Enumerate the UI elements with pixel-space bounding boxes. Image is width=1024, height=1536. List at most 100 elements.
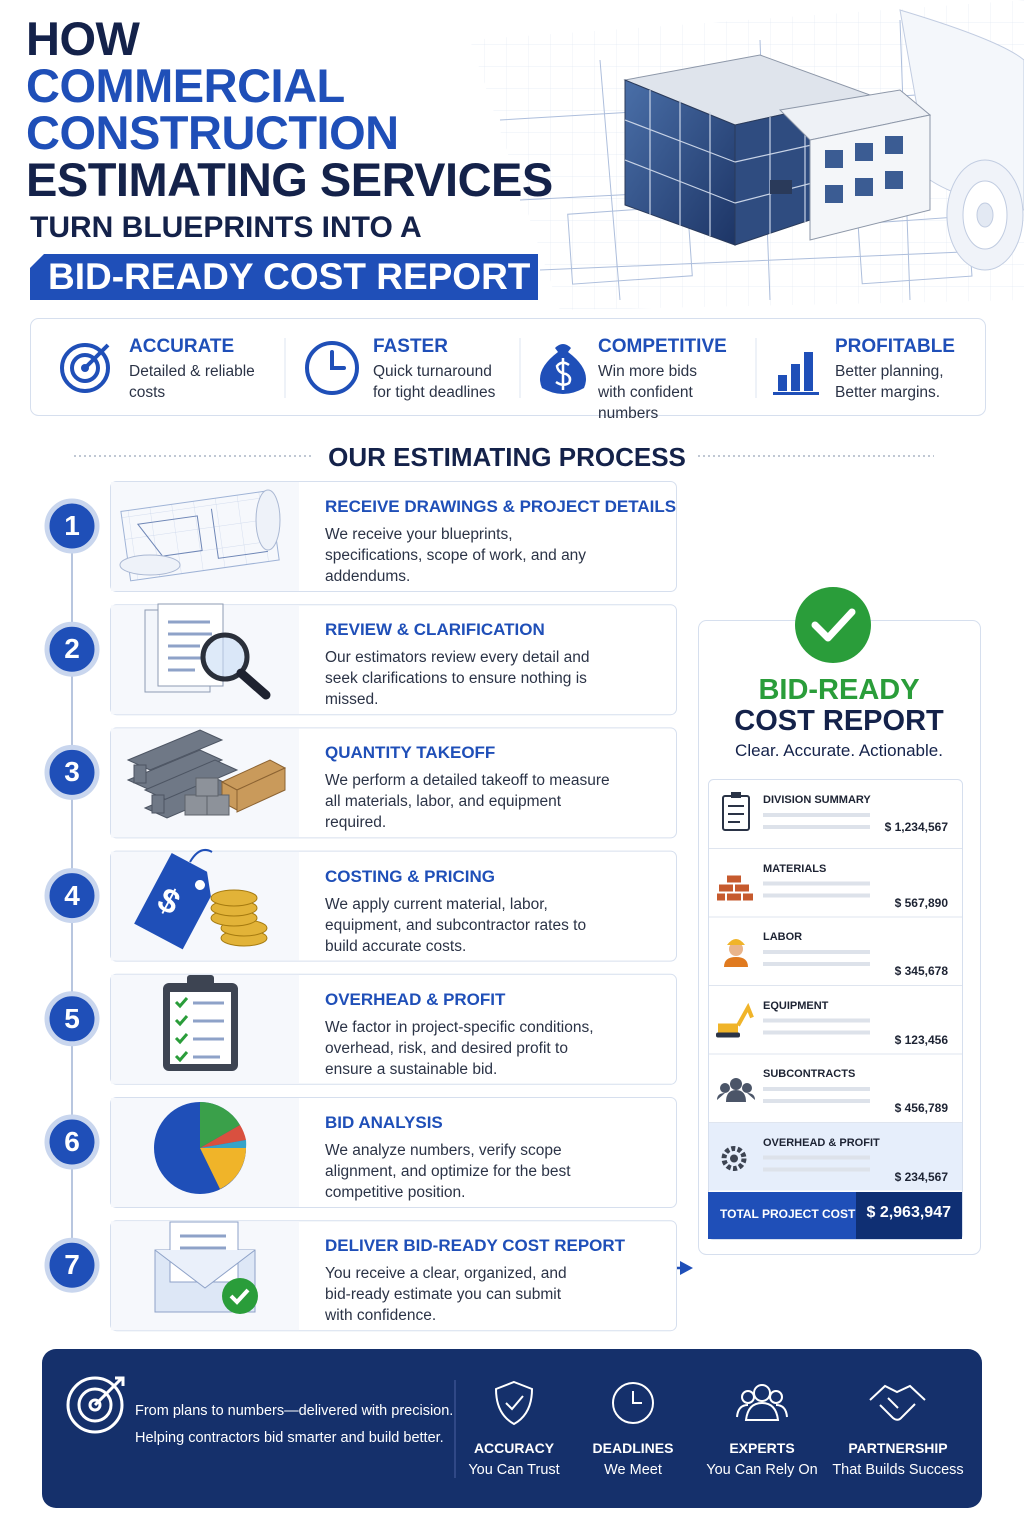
decoration-rect xyxy=(731,792,741,798)
step-number: 6 xyxy=(64,1126,80,1157)
decoration-circle xyxy=(66,1376,124,1434)
decoration-path xyxy=(811,608,856,642)
benefit-title: ACCURATE xyxy=(129,336,235,357)
row-label: SUBCONTRACTS xyxy=(763,1068,856,1080)
value-title: ACCURACY xyxy=(473,1440,555,1456)
title-line: COMMERCIAL xyxy=(26,59,345,112)
step-illustration xyxy=(154,1221,258,1314)
decoration-g xyxy=(724,939,748,967)
placeholder-bar xyxy=(763,1099,870,1103)
decoration-circle xyxy=(753,1384,771,1402)
decoration-g xyxy=(722,792,750,831)
decoration-circle xyxy=(305,341,359,395)
value-title: EXPERTS xyxy=(729,1440,795,1456)
decoration-path xyxy=(736,1401,788,1421)
placeholder-bar xyxy=(763,950,870,954)
benefit-text: Win more bids with confident numbers xyxy=(598,363,698,422)
step-number-circle xyxy=(44,868,100,924)
placeholder-bar xyxy=(763,1018,870,1023)
row-label: LABOR xyxy=(763,931,803,943)
decoration-path xyxy=(727,939,745,945)
step-illustration xyxy=(119,489,281,582)
decoration-g xyxy=(134,852,211,950)
decoration-rect xyxy=(717,893,725,901)
decoration-path xyxy=(200,1140,247,1148)
decoration-circle xyxy=(612,1382,654,1424)
decoration-rect xyxy=(855,143,873,161)
benefit-text: Detailed & reliable costs xyxy=(129,363,255,401)
step-number: 4 xyxy=(64,879,80,911)
step-text: We perform a detailed takeoff to measure… xyxy=(325,772,610,832)
decoration-g xyxy=(60,343,110,393)
row-amount: $ 456,789 xyxy=(894,1101,948,1115)
step-title: BID ANALYSIS xyxy=(325,1113,443,1132)
decoration-path xyxy=(734,102,871,234)
footer-tagline: From plans to numbers—delivered with pre… xyxy=(135,1403,454,1419)
value-subtitle: That Builds Success xyxy=(832,1462,964,1478)
step-text: We apply current material, labor, equipm… xyxy=(325,895,587,955)
placeholder-bar xyxy=(763,1030,870,1035)
decoration-circle xyxy=(721,1146,747,1171)
step-number-circle xyxy=(44,744,100,800)
benefit-title: FASTER xyxy=(373,336,448,357)
decoration-rect xyxy=(778,375,787,391)
decoration-path xyxy=(236,668,271,700)
decoration-g xyxy=(174,997,189,1063)
step-title: RECEIVE DRAWINGS & PROJECT DETAILS xyxy=(325,497,677,516)
decoration-path xyxy=(189,849,213,863)
decoration-g xyxy=(210,889,268,947)
value-subtitle: You Can Rely On xyxy=(706,1462,818,1478)
decoration-g xyxy=(66,1376,926,1434)
decoration-rect xyxy=(184,794,208,816)
decoration-g xyxy=(623,54,932,246)
benefit-text: Quick turnaround for tight deadlines xyxy=(373,363,496,401)
step-illustration: $ xyxy=(134,849,268,950)
decoration-path xyxy=(494,1380,534,1426)
decoration-circle xyxy=(729,942,743,956)
step-text: You receive a clear, organized, and bid-… xyxy=(325,1265,567,1325)
decoration-circle xyxy=(70,353,100,383)
row-amount: $ 567,890 xyxy=(894,895,948,910)
total-amount-bg xyxy=(856,1192,962,1239)
decoration-path xyxy=(174,997,189,1063)
decoration-g xyxy=(717,875,753,901)
decoration-rect xyxy=(42,1349,982,1508)
step-number: 5 xyxy=(64,1002,80,1034)
row-label: OVERHEAD & PROFIT xyxy=(763,1136,880,1149)
decoration-path xyxy=(736,1002,754,1027)
decoration-path xyxy=(229,1288,250,1305)
decoration-path xyxy=(200,1125,246,1148)
step-number-circle xyxy=(44,1237,100,1293)
step-number-circle xyxy=(44,498,100,554)
decoration-circle xyxy=(88,1398,102,1412)
decoration-rect xyxy=(770,180,792,194)
decoration-g xyxy=(168,620,212,672)
decoration-g xyxy=(184,777,230,816)
decoration-g xyxy=(717,875,753,901)
decoration-path xyxy=(632,1391,642,1404)
benefit-title: PROFITABLE xyxy=(835,336,955,357)
step-title: QUANTITY TAKEOFF xyxy=(325,743,496,763)
row-amount: $ 345,678 xyxy=(894,964,948,978)
row-icon xyxy=(722,792,750,831)
decoration-g xyxy=(899,9,1024,271)
decoration-rect xyxy=(791,364,800,391)
footer-tagline: Helping contractors bid smarter and buil… xyxy=(135,1430,444,1446)
row-amount: $ 1,234,567 xyxy=(884,820,948,834)
decoration-rect xyxy=(885,136,903,154)
step-number: 2 xyxy=(64,633,80,665)
decoration-ellipse xyxy=(255,489,281,551)
decoration-path xyxy=(193,1001,224,1059)
decoration-polygon xyxy=(236,767,286,813)
decoration-g xyxy=(773,352,819,395)
step-number: 7 xyxy=(64,1249,80,1281)
decoration-g xyxy=(716,1002,754,1038)
decoration-path xyxy=(869,1384,926,1421)
row-icon xyxy=(717,875,753,901)
decoration-circle xyxy=(742,1083,752,1093)
decoration-polygon xyxy=(126,749,224,791)
decoration-rect xyxy=(567,205,693,285)
decoration-rect xyxy=(716,1032,740,1038)
